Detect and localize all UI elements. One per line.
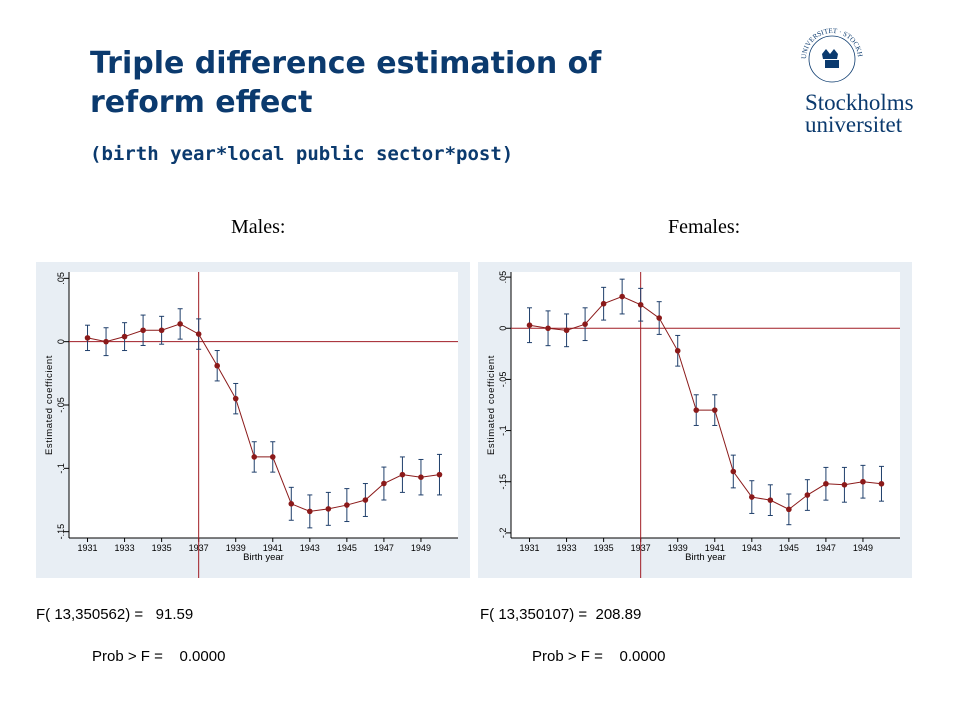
y-tick-label: .05: [56, 272, 66, 285]
coefficient-point: [307, 508, 313, 515]
coefficient-point: [749, 494, 755, 500]
coefficient-point: [600, 300, 607, 307]
males-panel-title: Males:: [231, 216, 286, 238]
coefficient-point: [158, 327, 165, 334]
x-tick-label: 1945: [337, 543, 357, 553]
coefficient-point: [545, 325, 551, 332]
coefficient-point: [103, 338, 109, 345]
x-tick-label: 1939: [668, 543, 688, 553]
x-tick-label: 1941: [705, 543, 725, 553]
seal-shield: [825, 60, 839, 68]
coefficient-point: [288, 501, 295, 507]
plot-area: [69, 272, 458, 538]
males-chart: .05 0 -.05 -.1 -.15 Estimated coefficient 1931…: [36, 262, 470, 578]
coefficient-point: [619, 293, 625, 300]
coefficient-point: [711, 407, 718, 413]
coefficient-point: [381, 480, 387, 487]
y-axis-label: Estimated coefficient: [44, 355, 55, 455]
coefficient-point: [730, 468, 737, 475]
y-tick-label: 0: [56, 339, 66, 344]
slide-subtitle: (birth year*local public sector*post): [90, 143, 514, 165]
x-tick-label: 1939: [226, 543, 246, 553]
x-tick-label: 1943: [300, 543, 320, 553]
coefficient-point: [674, 347, 681, 354]
x-tick-label: 1941: [263, 543, 283, 553]
coefficient-point: [693, 407, 700, 413]
coefficient-point: [214, 362, 220, 369]
coefficient-point: [177, 321, 183, 327]
university-name-line2: universitet: [805, 112, 903, 137]
coefficient-point: [418, 474, 424, 480]
x-tick-label: 1949: [411, 543, 431, 553]
coefficient-series-line: [529, 296, 882, 510]
slide-title-line2: reform effect: [90, 85, 313, 120]
coefficient-point: [841, 482, 848, 488]
x-tick-label: 1933: [115, 543, 135, 553]
y-tick-label: -.05: [56, 397, 66, 413]
males-f-statistic: F( 13,350562) = 91.59: [36, 606, 194, 623]
coefficient-point: [344, 502, 350, 508]
coefficient-point: [362, 497, 369, 503]
x-tick-label: 1931: [78, 543, 98, 553]
y-tick-label: -.15: [498, 474, 508, 490]
y-tick-label: 0: [498, 326, 508, 331]
x-tick-label: 1947: [374, 543, 394, 553]
coefficient-point: [84, 335, 91, 341]
y-axis-label: Estimated coefficient: [486, 355, 497, 455]
coefficient-point: [860, 478, 866, 485]
seal-ring: [808, 35, 856, 83]
coefficient-point: [637, 301, 644, 308]
coefficient-point: [269, 454, 276, 460]
coefficient-point: [767, 497, 774, 503]
coefficient-point: [804, 492, 811, 498]
x-tick-label: 1943: [742, 543, 762, 553]
crown-icon: [822, 49, 838, 59]
y-tick-label: -.15: [56, 524, 66, 540]
x-tick-label: 1949: [853, 543, 873, 553]
y-tick-label: .05: [498, 271, 508, 284]
coefficient-point: [251, 454, 258, 460]
coefficient-point: [140, 327, 146, 334]
y-tick-label: -.05: [498, 372, 508, 388]
x-axis-label: Birth year: [243, 552, 284, 563]
coefficient-point: [656, 315, 662, 321]
y-tick-label: -.1: [498, 425, 508, 436]
x-tick-label: 1947: [816, 543, 836, 553]
coefficient-point: [582, 321, 588, 327]
university-name: Stockholms universitet: [805, 90, 914, 137]
x-tick-label: 1931: [520, 543, 540, 553]
coefficient-point: [526, 322, 533, 328]
slide-title-line1: Triple difference estimation of: [90, 46, 602, 81]
university-name-line1: Stockholms: [805, 90, 914, 115]
females-chart: .05 0 -.05 -.1 -.15 -.2 Estimated coefficient 1…: [478, 262, 912, 578]
females-p-value: Prob > F = 0.0000: [532, 648, 666, 665]
coefficient-series-line: [87, 323, 440, 512]
university-seal-logo: UNIVERSITET · STOCKHOLMS: [796, 26, 864, 83]
females-f-statistic: F( 13,350107) = 208.89: [480, 606, 642, 623]
coefficient-point: [436, 471, 443, 478]
coefficient-point: [878, 480, 885, 487]
x-tick-label: 1935: [152, 543, 172, 553]
plot-area: [511, 272, 900, 538]
coefficient-point: [823, 480, 829, 487]
coefficient-point: [325, 506, 332, 512]
coefficient-point: [563, 327, 570, 334]
coefficient-point: [195, 331, 202, 337]
coefficient-point: [232, 395, 239, 402]
x-tick-label: 1945: [779, 543, 799, 553]
y-tick-label: -.2: [498, 528, 508, 539]
coefficient-point: [786, 506, 792, 513]
x-axis-label: Birth year: [685, 552, 726, 563]
coefficient-point: [121, 333, 128, 340]
slide-title: Triple difference estimation of reform e…: [90, 44, 601, 122]
x-tick-label: 1935: [594, 543, 614, 553]
coefficient-point: [399, 471, 406, 478]
males-p-value: Prob > F = 0.0000: [92, 648, 226, 665]
females-panel-title: Females:: [668, 216, 741, 238]
y-tick-label: -.1: [56, 463, 66, 474]
x-tick-label: 1933: [557, 543, 577, 553]
